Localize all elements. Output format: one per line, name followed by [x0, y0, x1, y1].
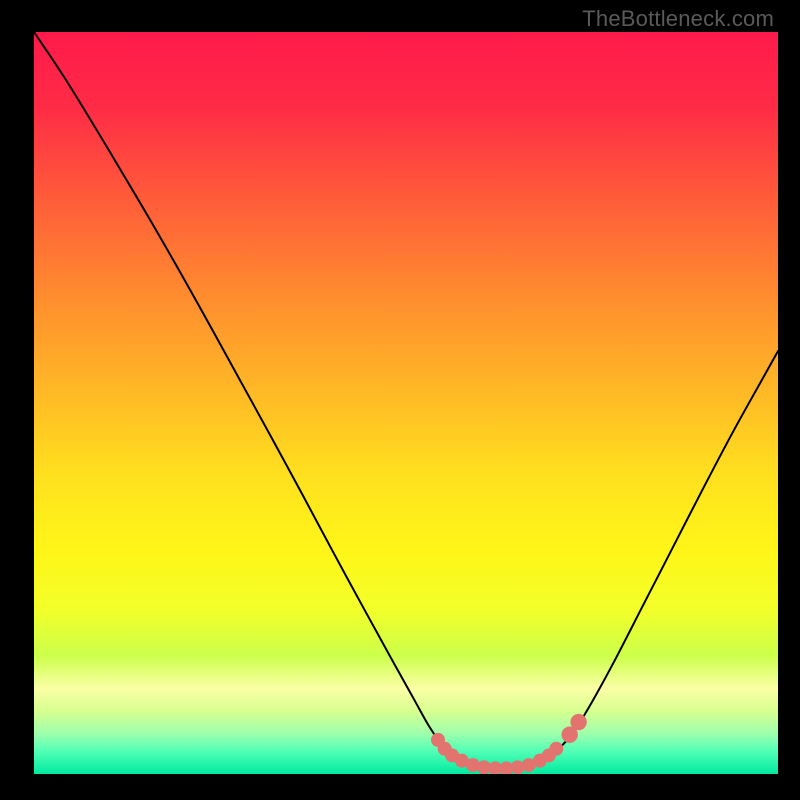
- watermark-text: TheBottleneck.com: [582, 6, 774, 32]
- chart-frame: TheBottleneck.com: [0, 0, 800, 800]
- plot-area: [34, 32, 778, 774]
- marker-point: [549, 742, 563, 756]
- gradient-background: [34, 32, 778, 774]
- marker-point: [570, 714, 586, 730]
- chart-svg: [34, 32, 778, 774]
